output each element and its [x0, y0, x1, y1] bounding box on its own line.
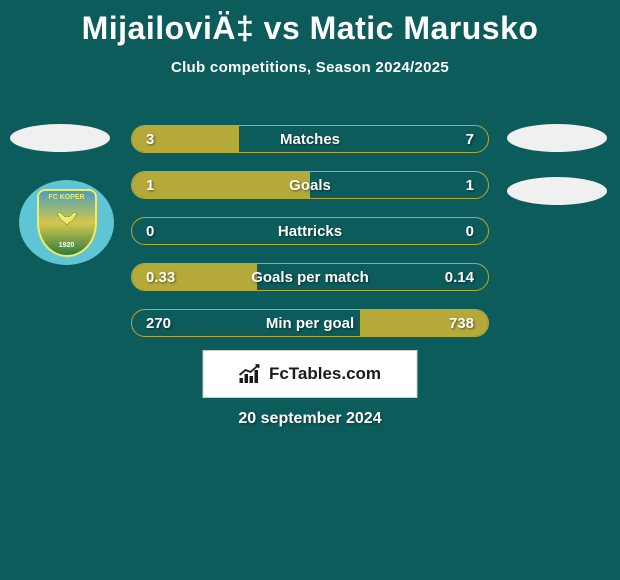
club-badge-left: FC KOPER 1920	[19, 180, 114, 265]
stat-fill-left	[132, 172, 310, 198]
branding-box[interactable]: FcTables.com	[203, 350, 418, 398]
subtitle: Club competitions, Season 2024/2025	[0, 59, 620, 76]
stat-left-value: 0	[146, 223, 154, 240]
stat-row-min-per-goal: 270 Min per goal 738	[131, 309, 489, 337]
stat-row-hattricks: 0 Hattricks 0	[131, 217, 489, 245]
player-right-placeholder	[507, 124, 607, 152]
date-text: 20 september 2024	[238, 410, 381, 428]
stat-row-goals-per-match: 0.33 Goals per match 0.14	[131, 263, 489, 291]
stat-left-value: 1	[146, 177, 154, 194]
stats-container: 3 Matches 7 1 Goals 1 0 Hattricks 0 0.33…	[131, 125, 489, 355]
stat-label: Goals	[289, 177, 331, 194]
stat-right-value: 0	[466, 223, 474, 240]
stat-row-goals: 1 Goals 1	[131, 171, 489, 199]
stat-label: Min per goal	[266, 315, 354, 332]
bull-icon	[55, 209, 79, 233]
badge-circle: FC KOPER 1920	[19, 180, 114, 265]
player-left-placeholder	[10, 124, 110, 152]
stat-label: Goals per match	[251, 269, 369, 286]
badge-club-name: FC KOPER	[48, 194, 84, 201]
stat-label: Hattricks	[278, 223, 342, 240]
stat-right-value: 738	[449, 315, 474, 332]
stat-left-value: 0.33	[146, 269, 175, 286]
stat-row-matches: 3 Matches 7	[131, 125, 489, 153]
badge-year: 1920	[59, 242, 75, 249]
chart-icon	[239, 364, 263, 384]
stat-right-value: 7	[466, 131, 474, 148]
stat-left-value: 3	[146, 131, 154, 148]
club-right-placeholder	[507, 177, 607, 205]
stat-right-value: 0.14	[445, 269, 474, 286]
branding-text: FcTables.com	[269, 364, 381, 384]
badge-shield: FC KOPER 1920	[37, 189, 97, 257]
stat-left-value: 270	[146, 315, 171, 332]
page-title: MijailoviÄ‡ vs Matic Marusko	[0, 0, 620, 47]
stat-right-value: 1	[466, 177, 474, 194]
stat-label: Matches	[280, 131, 340, 148]
